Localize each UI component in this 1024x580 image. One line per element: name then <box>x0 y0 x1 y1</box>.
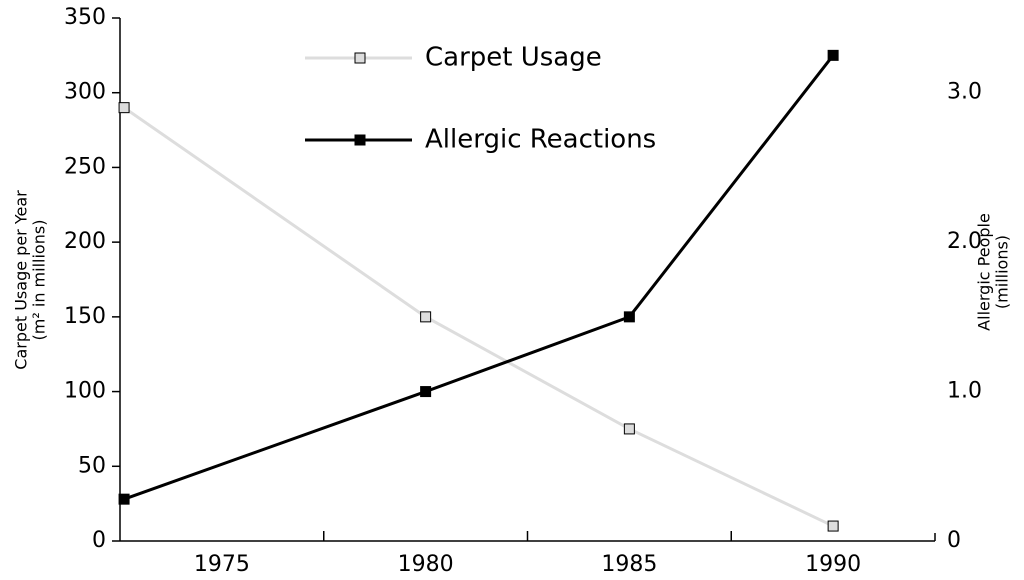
legend-marker <box>354 52 366 64</box>
legend-label: Carpet Usage <box>425 43 602 73</box>
marker <box>118 493 130 505</box>
y-axis-label: Carpet Usage per Year (m² in millions) <box>12 190 49 370</box>
marker <box>827 49 839 61</box>
y-tick-label: 100 <box>64 379 106 404</box>
y-tick-label: 300 <box>64 80 106 105</box>
y2-axis-label-line: Allergic People <box>975 213 994 331</box>
y2-tick-label: 3.0 <box>947 80 982 105</box>
marker <box>827 520 839 532</box>
marker <box>118 102 130 114</box>
y-tick-label: 50 <box>78 453 106 478</box>
marker <box>420 386 432 398</box>
marker <box>623 423 635 435</box>
x-tick-label: 1990 <box>805 552 861 577</box>
legend-label: Allergic Reactions <box>425 125 656 155</box>
y2-tick-label: 2.0 <box>947 229 982 254</box>
y2-axis-label: Allergic People (millions) <box>975 213 1012 331</box>
y2-tick-label: 0 <box>947 528 961 553</box>
y-axis-label-line: (m² in millions) <box>30 220 49 341</box>
series-line <box>123 106 834 528</box>
marker <box>420 311 432 323</box>
y-tick-label: 350 <box>64 5 106 30</box>
series-line <box>123 54 835 501</box>
legend-marker <box>354 134 366 146</box>
y2-axis-label-line: (millions) <box>993 235 1012 309</box>
y-tick-label: 150 <box>64 304 106 329</box>
y-tick-label: 200 <box>64 229 106 254</box>
y-tick-label: 0 <box>92 528 106 553</box>
y-axis-label-line: Carpet Usage per Year <box>12 190 31 370</box>
x-tick-label: 1980 <box>398 552 454 577</box>
x-tick-label: 1975 <box>194 552 250 577</box>
y-tick-label: 250 <box>64 154 106 179</box>
marker <box>623 311 635 323</box>
x-tick-label: 1985 <box>601 552 657 577</box>
y2-tick-label: 1.0 <box>947 379 982 404</box>
